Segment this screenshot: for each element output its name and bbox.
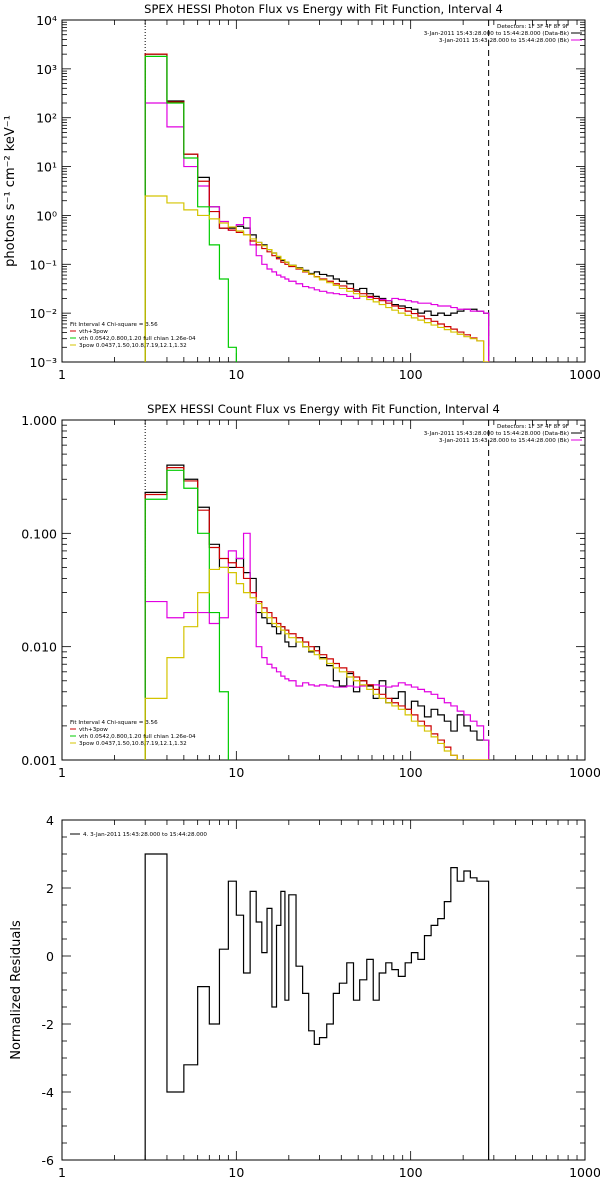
x-tick-label: 1000	[569, 367, 600, 382]
legend-text: 3pow 0.0437,1.50,10.8,7.19,12.1,1.32	[79, 741, 187, 747]
series-residuals	[144, 853, 490, 1160]
photon-flux-panel: SPEX HESSI Photon Flux vs Energy with Fi…	[3, 2, 600, 382]
y-tick-label: 1.000	[21, 413, 57, 428]
series-vth	[144, 55, 237, 362]
series-vth	[144, 469, 229, 760]
x-tick-label: 1000	[569, 1165, 600, 1180]
legend-text: vth+3pow	[79, 329, 108, 335]
series-vth-3pow	[144, 53, 490, 362]
y-axis-title: photons s⁻¹ cm⁻² keV⁻¹	[3, 115, 18, 267]
x-tick-label: 1	[58, 1165, 66, 1180]
y-tick-label: -2	[42, 1017, 54, 1032]
legend-text: Fit Interval 4 Chi-square = 3.56	[70, 322, 158, 328]
x-tick-label: 10	[228, 1165, 244, 1180]
header-text: 3-Jan-2011 15:43:28.000 to 15:44:28.000 …	[439, 438, 569, 444]
legend-text: vth 0.0542,0.800,1.20 full chian 1.26e-0…	[79, 734, 196, 740]
y-tick-label: 10⁰	[36, 208, 57, 223]
y-tick-label: 10⁻¹	[29, 257, 57, 272]
y-tick-label: -6	[42, 1153, 55, 1168]
y-tick-label: 2	[46, 881, 54, 896]
series-3pow	[144, 566, 490, 760]
count-flux-panel: SPEX HESSI Count Flux vs Energy with Fit…	[21, 402, 600, 780]
chart-title: SPEX HESSI Photon Flux vs Energy with Fi…	[144, 2, 503, 16]
y-tick-label: 0.001	[21, 753, 57, 768]
x-tick-label: 1	[58, 765, 66, 780]
chart-title: SPEX HESSI Count Flux vs Energy with Fit…	[147, 402, 500, 416]
x-tick-label: 1	[58, 367, 66, 382]
series-group	[144, 464, 490, 760]
y-tick-label: 4	[46, 813, 54, 828]
y-tick-label: 10⁻³	[29, 355, 57, 370]
y-tick-label: 0	[46, 949, 54, 964]
plot-frame	[61, 819, 586, 1161]
y-tick-label: 10⁴	[36, 13, 57, 28]
y-tick-label: 10⁻²	[29, 306, 57, 321]
header-text: 3-Jan-2011 15:43:28.000 to 15:44:28.000 …	[424, 431, 569, 437]
y-axis-title: Normalized Residuals	[9, 920, 24, 1060]
header-text: Detectors: 1F 3F 4F 8F 9F	[497, 424, 569, 430]
x-tick-label: 100	[399, 765, 423, 780]
y-tick-label: 0.010	[21, 640, 57, 655]
series-group	[144, 53, 490, 362]
y-tick-label: 0.100	[21, 526, 57, 541]
x-tick-label: 100	[399, 1165, 423, 1180]
series-bk	[144, 102, 490, 362]
x-tick-label: 100	[399, 367, 423, 382]
series-bk	[144, 532, 490, 760]
y-tick-label: 10²	[36, 111, 57, 126]
header-text: Detectors: 1F 3F 4F 8F 9F	[497, 24, 569, 30]
y-tick-label: -4	[42, 1085, 55, 1100]
legend-text: 4. 3-Jan-2011 15:43:28.000 to 15:44:28.0…	[83, 832, 207, 838]
header-text: 3-Jan-2011 15:43:28.000 to 15:44:28.000 …	[424, 31, 569, 37]
x-tick-label: 10	[228, 765, 244, 780]
legend-text: vth+3pow	[79, 727, 108, 733]
series-3pow	[144, 195, 490, 362]
series-data-bk	[144, 53, 490, 362]
legend-text: vth 0.0542,0.800,1.20 full chian 1.26e-0…	[79, 336, 196, 342]
x-tick-label: 10	[228, 367, 244, 382]
legend-text: 3pow 0.0437,1.50,10.8,7.19,12.1,1.32	[79, 343, 187, 349]
legend-text: Fit Interval 4 Chi-square = 3.56	[70, 720, 158, 726]
series-data-bk	[144, 464, 490, 760]
series-group	[144, 853, 490, 1160]
residuals-panel: 1 10 100 1000 -6 -4 -2 0 2 4 Normalized Residuals 4…	[9, 813, 600, 1180]
series-vth-3pow	[144, 467, 490, 760]
x-tick-label: 1000	[569, 765, 600, 780]
plot-frame	[61, 419, 586, 761]
y-tick-label: 10³	[36, 62, 57, 77]
header-text: 3-Jan-2011 15:43:28.000 to 15:44:28.000 …	[439, 38, 569, 44]
y-tick-label: 10¹	[36, 160, 57, 175]
plot-frame	[61, 19, 586, 363]
